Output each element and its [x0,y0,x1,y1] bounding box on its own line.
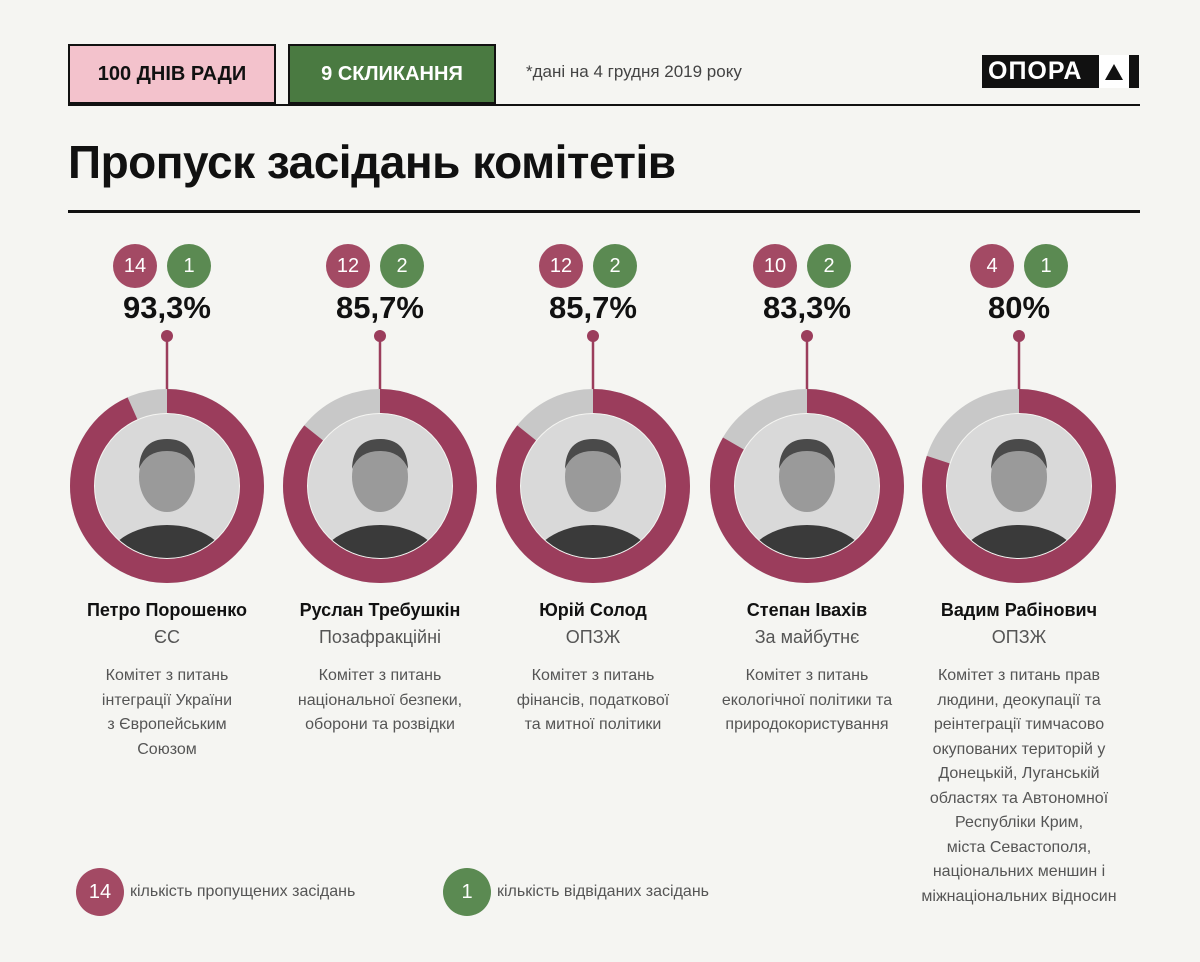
pointer-dot [161,330,173,342]
opora-logo: ОПОРА [982,55,1139,88]
committee-line: областях та Автономної [929,789,1109,807]
pointer-stem [374,330,386,392]
percent-label: 85,7% [549,290,637,325]
missed-arc [922,389,1116,583]
missed-count-badge: 14 [113,244,157,288]
counts: 10 2 [700,244,914,290]
logo-text: ОПОРА [988,57,1083,85]
missed-count-badge: 12 [539,244,583,288]
committee-line: екологічної політики та [721,691,893,709]
missed-count-badge: 12 [326,244,370,288]
legend-missed-badge: 14 [76,868,124,916]
deputy-faction: ОПЗЖ [991,627,1047,647]
committee-line: інтеграції України [101,691,233,709]
counts: 12 2 [273,244,487,290]
portrait-silhouette [105,439,229,558]
committee-line: людини, деокупації та [937,691,1101,709]
committee-line: з Європейським [107,716,227,733]
committee-line: окупованих територій у [932,740,1106,758]
tag-convocation: 9 СКЛИКАННЯ [288,44,496,104]
page-title: Пропуск засідань комітетів [68,136,676,188]
pointer-stem [1013,330,1025,392]
missed-arc [283,389,477,583]
committee-name: Комітет з питань національної безпеки, обо… [263,664,497,738]
committee-name: Комітет з питань фінансів, податкової та м… [476,664,710,738]
attended-count-badge: 2 [593,244,637,288]
attended-count-badge: 1 [167,244,211,288]
committee-line: Комітет з питань [745,667,869,684]
missed-count-badge: 4 [970,244,1014,288]
deputy-name: Руслан Требушкін [299,600,461,620]
attended-count-badge: 1 [1024,244,1068,288]
legend-missed-label: кількість пропущених засідань [130,883,356,900]
tag-100-days: 100 ДНІВ РАДИ [68,44,276,104]
portrait-silhouette [957,439,1081,558]
missed-arc [496,389,690,583]
attended-count-badge: 2 [380,244,424,288]
committee-line: Комітет з питань [531,667,655,684]
counts: 12 2 [486,244,700,290]
committee-name: Комітет з питань прав людини, деокупації … [902,664,1136,909]
deputy-name: Юрій Солод [539,600,647,620]
committee-line: національної безпеки, [297,691,463,709]
legend-attended-badge: 1 [443,868,491,916]
legend-missed: 14 кількість пропущених засідань [76,868,355,916]
committee-line: природокористування [725,716,889,733]
committee-line: Донецькій, Луганській [938,765,1100,782]
attendance-donut [922,389,1116,583]
header-rule [68,104,1140,106]
pointer-dot [587,330,599,342]
committee-line: Республіки Крим, [954,814,1084,831]
deputy-faction: ЄС [154,627,180,647]
missed-arc [70,389,264,583]
legend-attended: 1 кількість відвіданих засідань [443,868,709,916]
portrait-silhouette [318,439,442,558]
deputy-name: Степан Івахів [746,600,868,620]
pointer-stem [587,330,599,392]
pointer-stem [801,330,813,392]
percent-label: 85,7% [336,290,424,325]
committee-line: Комітет з питань прав [937,667,1101,684]
attendance-donut [283,389,477,583]
committee-line: та митної політики [524,716,662,733]
percent-label: 83,3% [763,290,851,325]
committee-name: Комітет з питань інтеграції України з Євро… [50,664,284,762]
triangle-icon [1099,55,1129,88]
pointer-dot [801,330,813,342]
attendance-donut [496,389,690,583]
deputy-faction: За майбутнє [754,627,860,647]
attended-count-badge: 2 [807,244,851,288]
deputy-faction: ОПЗЖ [565,627,621,647]
committee-line: Союзом [137,740,197,758]
title-rule [68,210,1140,213]
committee-line: фінансів, податкової [516,691,670,709]
counts: 14 1 [60,244,274,290]
portrait-silhouette [531,439,655,558]
committee-line: національних меншин і [932,863,1106,880]
committee-line: оборони та розвідки [305,716,455,733]
deputy-faction: Позафракційні [318,627,442,647]
committee-line: Комітет з питань [318,667,442,684]
missed-count-badge: 10 [753,244,797,288]
committee-line: реінтеграції тимчасово [933,716,1105,733]
deputy-name: Петро Порошенко [86,600,248,620]
attendance-donut [710,389,904,583]
percent-label: 80% [987,290,1051,325]
committee-line: міжнаціональних відносин [921,887,1117,905]
committee-name: Комітет з питань екологічної політики та п… [690,664,924,738]
portrait-silhouette [745,439,869,558]
percent-label: 93,3% [123,290,211,325]
pointer-dot [374,330,386,342]
deputy-name: Вадим Рабінович [940,600,1098,620]
legend-attended-label: кількість відвіданих засідань [497,883,709,900]
committee-line: Комітет з питань [105,667,229,684]
committee-line: міста Севастополя, [946,838,1092,856]
pointer-dot [1013,330,1025,342]
pointer-stem [161,330,173,392]
attendance-donut [70,389,264,583]
date-note: *дані на 4 грудня 2019 року [526,62,742,81]
missed-arc [710,389,904,583]
